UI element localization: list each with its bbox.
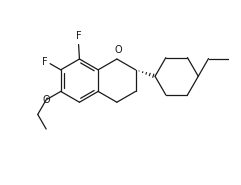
Text: F: F: [42, 57, 47, 67]
Text: O: O: [114, 45, 122, 55]
Text: F: F: [76, 31, 81, 41]
Text: O: O: [42, 95, 50, 105]
